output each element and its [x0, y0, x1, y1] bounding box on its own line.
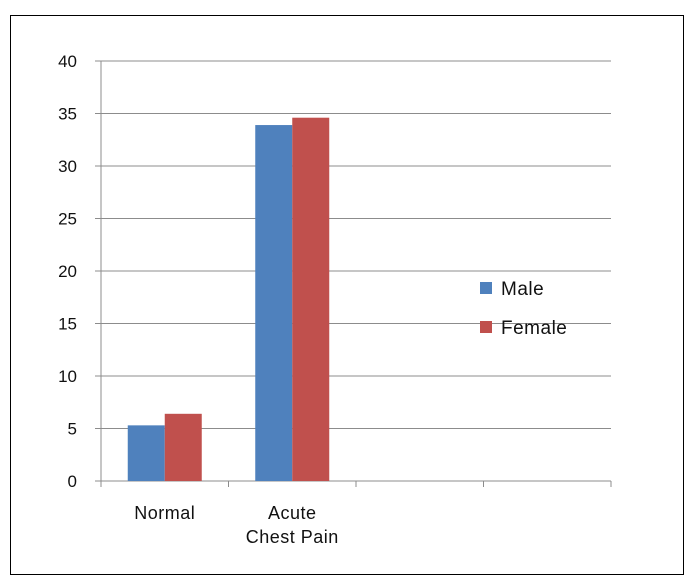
legend-label-female: Female	[501, 318, 567, 339]
chart-frame	[10, 15, 684, 575]
y-tick-label: 5	[68, 420, 77, 439]
x-category-label: Chest Pain	[246, 527, 339, 547]
y-tick-label: 30	[58, 157, 77, 176]
y-tick-label: 10	[58, 367, 77, 386]
legend-label-male: Male	[501, 279, 544, 300]
bar-male	[255, 125, 293, 482]
y-tick-label: 25	[58, 210, 77, 229]
y-tick-label: 40	[58, 52, 77, 71]
y-tick-label: 0	[68, 472, 77, 491]
bar-female	[164, 413, 202, 481]
legend-swatch-female	[480, 321, 492, 333]
y-tick-label: 15	[58, 315, 77, 334]
x-category-label: Acute	[268, 503, 317, 523]
y-tick-label: 35	[58, 105, 77, 124]
y-tick-label: 20	[58, 262, 77, 281]
bar-male	[127, 425, 165, 481]
legend-swatch-male	[480, 282, 492, 294]
x-category-label: Normal	[134, 503, 195, 523]
bar-female	[292, 117, 330, 481]
